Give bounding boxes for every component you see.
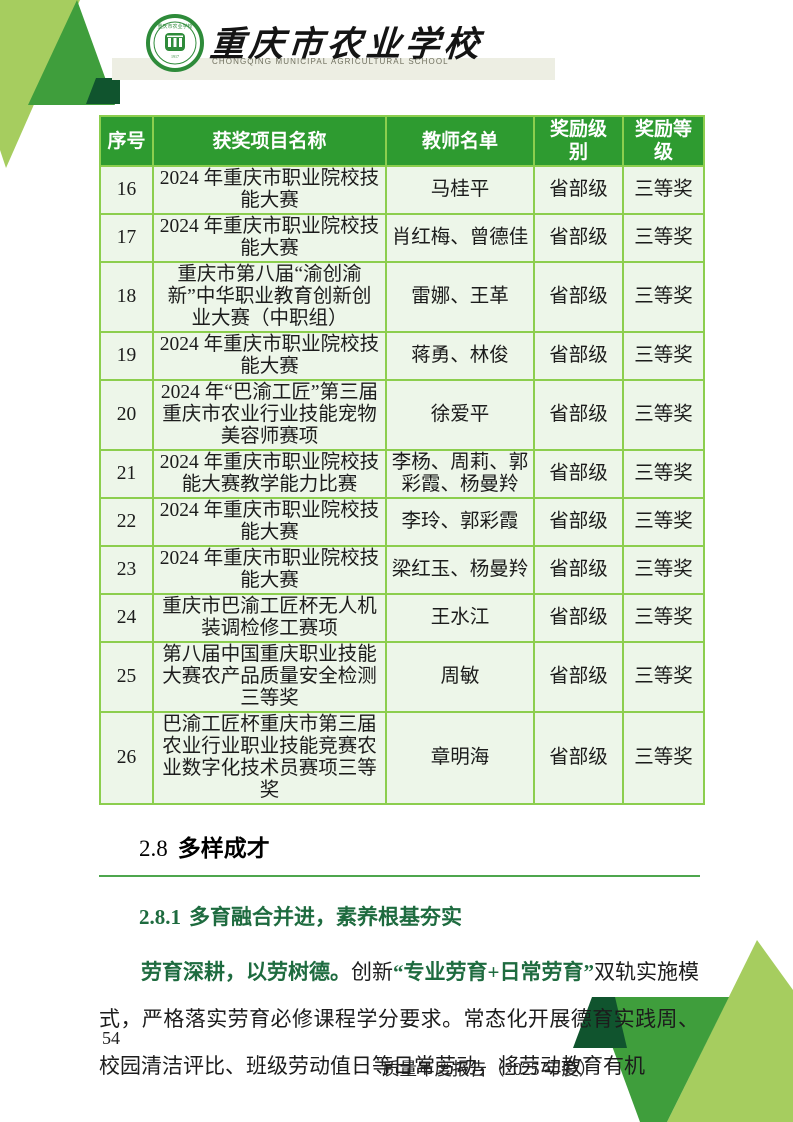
table-cell: 肖红梅、曾德佳 [385, 213, 535, 263]
table-cell: 三等奖 [622, 449, 705, 499]
table-cell: 省部级 [533, 165, 624, 215]
table-cell: 巴渝工匠杯重庆市第三届农业行业职业技能竞赛农业数字化技术员赛项三等奖 [152, 711, 387, 805]
col-header-index: 序号 [99, 115, 154, 167]
col-header-grade: 奖励等级 [622, 115, 705, 167]
table-cell: 王水江 [385, 593, 535, 643]
subsection-number: 2.8.1 [139, 905, 181, 929]
table-row: 19 2024 年重庆市职业院校技能大赛 蒋勇、林俊 省部级 三等奖 [99, 331, 705, 381]
table-cell: 三等奖 [622, 379, 705, 451]
table-cell: 2024 年重庆市职业院校技能大赛教学能力比赛 [152, 449, 387, 499]
table-cell: 徐爱平 [385, 379, 535, 451]
table-row: 25 第八届中国重庆职业技能大赛农产品质量安全检测三等奖 周敏 省部级 三等奖 [99, 641, 705, 713]
table-row: 18 重庆市第八届“渝创渝新”中华职业教育创新创业大赛（中职组） 雷娜、王革 省部级三… [99, 261, 705, 333]
table-cell: 蒋勇、林俊 [385, 331, 535, 381]
table-row: 17 2024 年重庆市职业院校技能大赛 肖红梅、曾德佳 省部级 三等奖 [99, 213, 705, 263]
table-cell: 三等奖 [622, 593, 705, 643]
table-cell: 三等奖 [622, 641, 705, 713]
subsection-heading: 2.8.1 多育融合并进，素养根基夯实 [139, 901, 703, 931]
table-cell: 三等奖 [622, 497, 705, 547]
table-cell: 省部级 [533, 331, 624, 381]
col-header-teachers: 教师名单 [385, 115, 535, 167]
table-cell: 三等奖 [622, 331, 705, 381]
table-cell: 周敏 [385, 641, 535, 713]
award-table-header: 序号 获奖项目名称 教师名单 奖励级别 奖励等级 [99, 115, 705, 167]
table-cell: 省部级 [533, 593, 624, 643]
section-divider-rule [99, 875, 700, 877]
table-cell: 三等奖 [622, 261, 705, 333]
award-table-body: 16 2024 年重庆市职业院校技能大赛 马桂平 省部级 三等奖 17 2024 年重庆市职… [99, 165, 705, 805]
paragraph-run: “专业劳育+日常劳育” [393, 960, 595, 984]
table-cell: 马桂平 [385, 165, 535, 215]
table-row: 26 巴渝工匠杯重庆市第三届农业行业职业技能竞赛农业数字化技术员赛项三等奖 章明海省… [99, 711, 705, 805]
table-cell: 三等奖 [622, 711, 705, 805]
table-cell: 省部级 [533, 261, 624, 333]
table-cell: 省部级 [533, 449, 624, 499]
table-cell: 25 [99, 641, 154, 713]
paragraph-run: 创新 [351, 960, 394, 984]
table-cell: 20 [99, 379, 154, 451]
table-cell: 三等奖 [622, 213, 705, 263]
table-cell: 2024 年重庆市职业院校技能大赛 [152, 545, 387, 595]
section-heading: 2.8 多样成才 [139, 829, 703, 863]
table-cell: 24 [99, 593, 154, 643]
table-cell: 第八届中国重庆职业技能大赛农产品质量安全检测三等奖 [152, 641, 387, 713]
table-row: 22 2024 年重庆市职业院校技能大赛 李玲、郭彩霞 省部级 三等奖 [99, 497, 705, 547]
table-cell: 26 [99, 711, 154, 805]
table-cell: 李玲、郭彩霞 [385, 497, 535, 547]
table-cell: 省部级 [533, 711, 624, 805]
table-cell: 2024 年重庆市职业院校技能大赛 [152, 213, 387, 263]
col-header-project: 获奖项目名称 [152, 115, 387, 167]
table-row: 23 2024 年重庆市职业院校技能大赛 梁红玉、杨曼羚 省部级 三等奖 [99, 545, 705, 595]
table-cell: 17 [99, 213, 154, 263]
table-cell: 19 [99, 331, 154, 381]
table-cell: 22 [99, 497, 154, 547]
table-cell: 省部级 [533, 641, 624, 713]
table-cell: 18 [99, 261, 154, 333]
paragraph-run: 劳育深耕，以劳树德。 [141, 960, 352, 984]
school-name-en: CHONGQING MUNICIPAL AGRICULTURAL SCHOOL [212, 57, 449, 66]
table-cell: 雷娜、王革 [385, 261, 535, 333]
table-row: 24 重庆市巴渝工匠杯无人机装调检修工赛项 王水江 省部级 三等奖 [99, 593, 705, 643]
table-cell: 2024 年重庆市职业院校技能大赛 [152, 497, 387, 547]
table-cell: 21 [99, 449, 154, 499]
table-cell: 三等奖 [622, 545, 705, 595]
table-cell: 省部级 [533, 497, 624, 547]
table-cell: 16 [99, 165, 154, 215]
table-cell: 省部级 [533, 545, 624, 595]
table-row: 20 2024 年“巴渝工匠”第三届重庆市农业行业技能宠物美容师赛项 徐爱平 省部级三… [99, 379, 705, 451]
table-cell: 三等奖 [622, 165, 705, 215]
content-column: 序号 获奖项目名称 教师名单 奖励级别 奖励等级 16 2024 年重庆市职业院校… [99, 115, 705, 1090]
page-number: 54 [102, 1028, 120, 1048]
table-cell: 章明海 [385, 711, 535, 805]
table-cell: 重庆市第八届“渝创渝新”中华职业教育创新创业大赛（中职组） [152, 261, 387, 333]
award-table: 序号 获奖项目名称 教师名单 奖励级别 奖励等级 16 2024 年重庆市职业院校… [99, 115, 705, 805]
table-row: 16 2024 年重庆市职业院校技能大赛 马桂平 省部级 三等奖 [99, 165, 705, 215]
top-left-green-triangle [28, 0, 115, 105]
body-paragraph: 劳育深耕，以劳树德。创新“专业劳育+日常劳育”双轨实施模式，严格落实劳育必修课程… [99, 949, 699, 1090]
table-row: 21 2024 年重庆市职业院校技能大赛教学能力比赛 李杨、周莉、郭彩霞、杨曼羚 省部… [99, 449, 705, 499]
table-cell: 2024 年重庆市职业院校技能大赛 [152, 331, 387, 381]
table-cell: 省部级 [533, 213, 624, 263]
table-cell: 省部级 [533, 379, 624, 451]
table-cell: 重庆市巴渝工匠杯无人机装调检修工赛项 [152, 593, 387, 643]
svg-text:重庆市农业学校: 重庆市农业学校 [157, 23, 192, 30]
table-cell: 2024 年“巴渝工匠”第三届重庆市农业行业技能宠物美容师赛项 [152, 379, 387, 451]
paragraph-run: 双轨实施模式，严格落实劳育必修课程学分要求。常态化开展德育实践周、校园清洁评比、… [99, 960, 700, 1078]
table-cell: 梁红玉、杨曼羚 [385, 545, 535, 595]
table-cell: 李杨、周莉、郭彩霞、杨曼羚 [385, 449, 535, 499]
col-header-level: 奖励级别 [533, 115, 624, 167]
footer-report-title: 质量年度报告（2025 年度） [382, 1059, 597, 1079]
table-cell: 2024 年重庆市职业院校技能大赛 [152, 165, 387, 215]
section-title: 多样成才 [177, 835, 270, 861]
top-left-dark-parallelogram [86, 78, 120, 104]
section-number: 2.8 [139, 836, 168, 861]
subsection-title: 多育融合并进，素养根基夯实 [189, 906, 462, 929]
svg-text:1917: 1917 [171, 54, 179, 59]
school-header: 重庆市农业学校 1917 重庆市农业学校 CHONGQING MUNICIPAL… [146, 14, 566, 76]
school-logo-icon: 重庆市农业学校 1917 [146, 14, 204, 72]
table-cell: 23 [99, 545, 154, 595]
